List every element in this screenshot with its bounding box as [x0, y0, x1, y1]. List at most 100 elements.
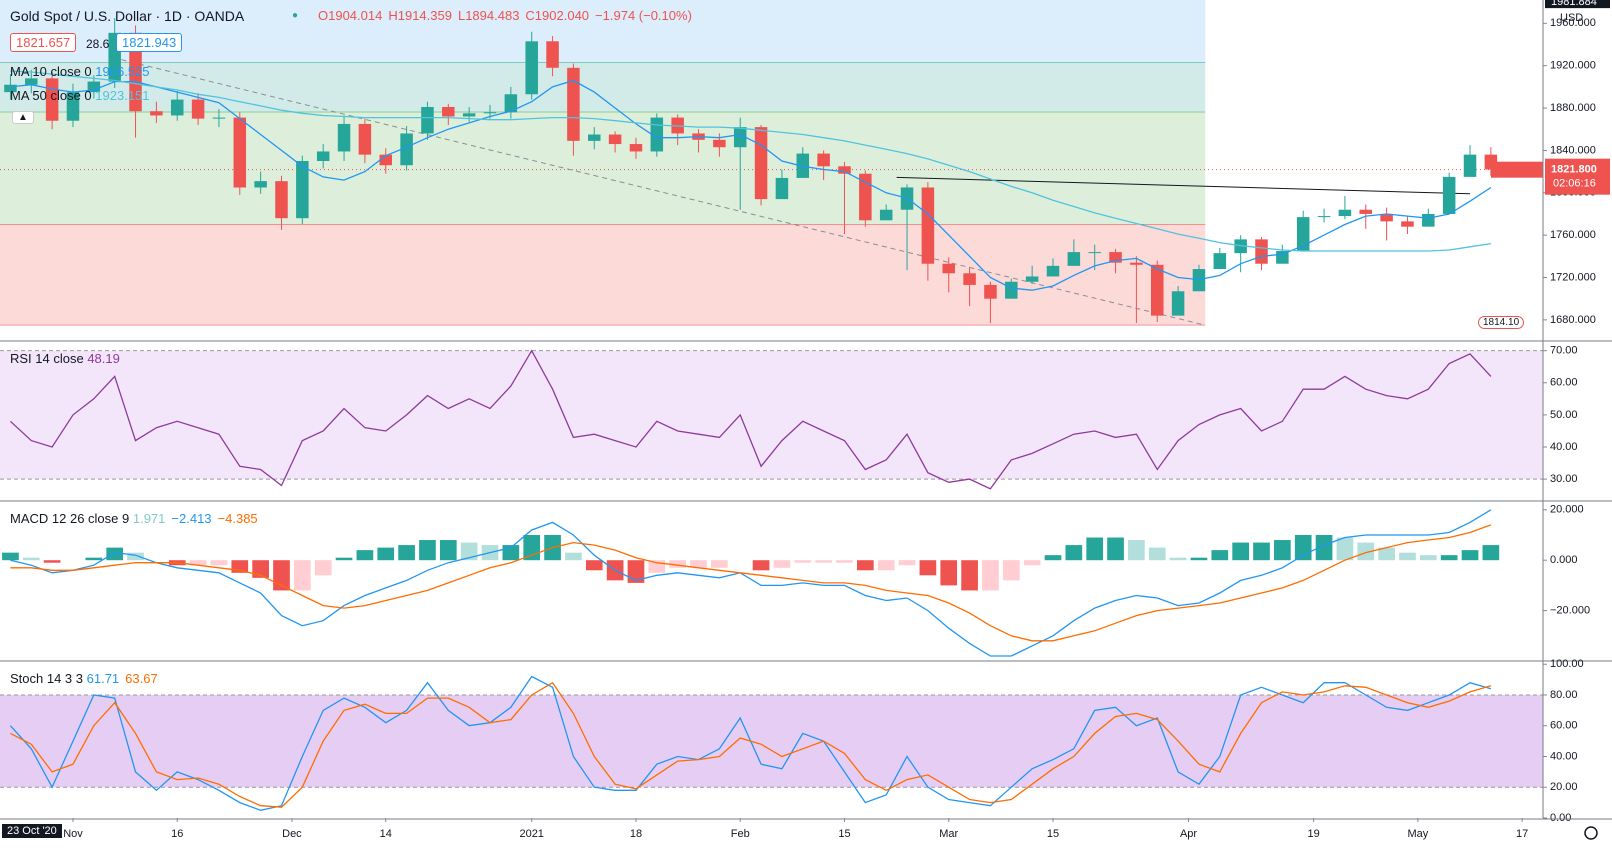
histogram-bar: [1023, 560, 1041, 566]
y-tick-label: 1680.000: [1550, 314, 1596, 326]
candle-body: [608, 134, 622, 145]
histogram-bar: [1190, 557, 1208, 561]
candle-body: [1150, 264, 1164, 316]
histogram-bar: [877, 560, 895, 571]
y-tick-label: 1840.000: [1550, 144, 1596, 156]
histogram-bar: [22, 557, 40, 561]
candle-body: [316, 151, 330, 161]
candle-body: [1255, 239, 1268, 264]
candle-body: [859, 173, 872, 221]
histogram-bar: [585, 560, 603, 571]
candle-body: [775, 177, 789, 200]
ohlc: O1904.014 H1914.359 L1894.483 C1902.040 −1.9…: [318, 7, 698, 25]
collapse-button[interactable]: ▲: [12, 111, 34, 124]
candle-body: [275, 181, 288, 219]
stoch-title: Stoch 14 3 3: [10, 671, 83, 686]
macd-legend: MACD 12 26 close 9 1.971 −2.413 −4.385: [10, 510, 264, 528]
settings-icon[interactable]: [1584, 826, 1598, 840]
x-tick-label: May: [1408, 828, 1429, 840]
histogram-bar: [1357, 542, 1375, 561]
buy-button[interactable]: 1821.943: [116, 33, 183, 52]
macd-title: MACD 12 26 close 9: [10, 511, 130, 526]
price-label: [1545, 158, 1610, 195]
histogram-bar: [43, 560, 61, 563]
zone: [0, 0, 1206, 63]
candle-body: [1213, 253, 1227, 270]
readout: −2.413: [171, 511, 212, 526]
indicator-line: [10, 524, 1492, 642]
candle-body: [1046, 265, 1060, 277]
symbol-title: Gold Spot / U.S. Dollar · 1D · OANDA: [10, 8, 245, 24]
y-tick-label: 20.000: [1550, 504, 1584, 516]
x-tick-label: 14: [380, 828, 392, 840]
candle-body: [1463, 154, 1477, 177]
candle-body: [1296, 217, 1310, 252]
x-tick-label: Mar: [939, 828, 958, 840]
candle-body: [1401, 221, 1414, 227]
histogram-bar: [1065, 545, 1083, 561]
candle-body: [1130, 262, 1143, 265]
high-marker: [1545, 0, 1610, 9]
gear[interactable]: [1584, 826, 1598, 840]
ohlc-open: O1904.014: [318, 8, 383, 23]
candle-body: [1005, 281, 1018, 299]
histogram-bar: [1002, 560, 1020, 581]
sell-button[interactable]: 1821.657: [10, 33, 77, 52]
ma-legend: MA 50 close 0 1923.151: [10, 87, 150, 105]
ma-legend: MA 10 close 0 1906.525: [10, 63, 150, 81]
candle-body: [1317, 216, 1331, 218]
histogram-bar: [1169, 557, 1187, 561]
status-dot: ●: [292, 10, 299, 21]
histogram-bar: [294, 560, 311, 591]
band: [0, 350, 1543, 480]
histogram-bar: [856, 560, 874, 571]
candle-body: [1359, 209, 1373, 214]
ohlc-high: H1914.359: [388, 8, 452, 23]
candle-body: [567, 67, 580, 141]
ohlc-close: C1902.040: [525, 8, 590, 23]
x-tick-label: 17: [1516, 828, 1528, 840]
y-tick-label: −20.000: [1550, 605, 1590, 617]
y-tick-label: 60.00: [1550, 720, 1578, 732]
candle-body: [25, 78, 38, 85]
histogram-bar: [523, 535, 541, 561]
histogram-bar: [460, 542, 478, 561]
histogram-bar: [752, 560, 770, 571]
candle-body: [87, 81, 101, 93]
histogram-bar: [85, 557, 103, 561]
histogram-bar: [794, 560, 812, 563]
indicator-line: [9, 349, 1492, 490]
candle-body: [588, 134, 601, 141]
histogram-bar: [1399, 552, 1416, 561]
candle-body: [546, 41, 559, 68]
y-tick-label: 60.00: [1550, 377, 1578, 389]
zone: [0, 112, 1206, 225]
candle-body: [233, 117, 247, 188]
indicator-line: [10, 509, 1492, 657]
x-tick-label: Apr: [1180, 828, 1197, 840]
candle-body: [212, 117, 226, 119]
histogram-bar: [1482, 545, 1500, 561]
histogram-bar: [356, 550, 374, 561]
y-tick-label: 30.00: [1550, 473, 1578, 485]
stoch-legend: Stoch 14 3 3 61.71 63.67: [10, 670, 164, 688]
histogram-bar: [335, 557, 353, 561]
readout: 63.67: [125, 671, 158, 686]
histogram-bar: [898, 560, 916, 566]
histogram-bar: [210, 560, 228, 566]
histogram-bar: [106, 547, 124, 561]
candle-body: [629, 144, 643, 152]
readout: 1.971: [132, 511, 166, 526]
indicator-line: [10, 79, 1492, 291]
candle-body: [483, 112, 497, 114]
event-bubble[interactable]: 1814.10: [1478, 316, 1525, 329]
rsi-legend: RSI 14 close 48.19: [10, 350, 120, 368]
candle-body: [921, 187, 935, 264]
candle-body: [400, 133, 413, 166]
price-label-value: 1821.800: [1551, 164, 1597, 176]
histogram-bar: [1253, 542, 1270, 561]
histogram-bar: [1378, 547, 1395, 561]
ma-value: 1906.525: [95, 64, 150, 79]
candle-body: [1380, 213, 1393, 222]
candle-body: [650, 117, 664, 152]
